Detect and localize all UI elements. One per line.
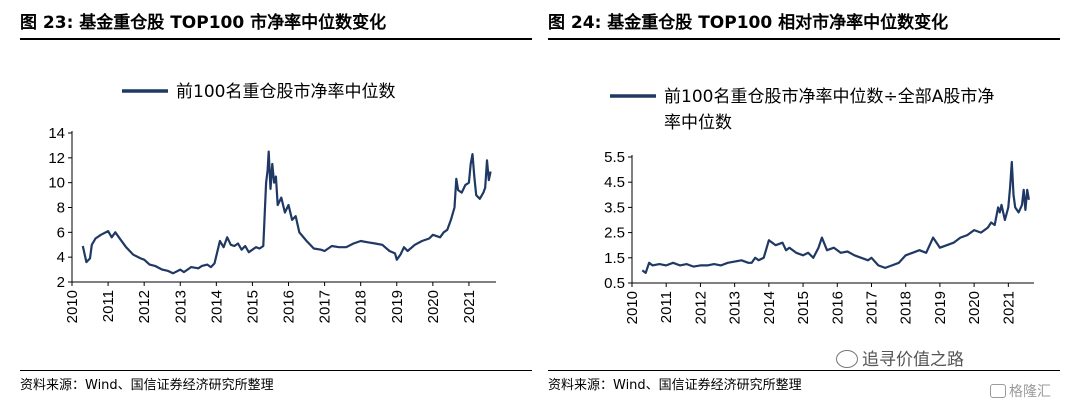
logo-text: 格隆汇: [1009, 384, 1051, 400]
x-tick-label: 2016: [281, 290, 298, 323]
x-tick-label: 2021: [1000, 291, 1017, 324]
legend-label: 前100名重仓股市净率中位数: [176, 82, 395, 102]
x-tick-label: 2017: [317, 290, 334, 323]
y-tick-label: 14: [48, 125, 65, 142]
x-tick-label: 2014: [761, 291, 778, 324]
x-tick-label: 2019: [932, 291, 949, 324]
x-tick-label: 2014: [208, 290, 225, 323]
x-tick-label: 2015: [795, 291, 812, 324]
y-tick-label: 4.5: [604, 174, 625, 191]
x-tick-label: 2018: [898, 291, 915, 324]
x-tick-label: 2013: [727, 291, 744, 324]
legend: 前100名重仓股市净率中位数÷全部A股市净率中位数: [610, 87, 994, 133]
x-tick-label: 2013: [172, 290, 189, 323]
y-tick-label: 2.5: [604, 225, 625, 242]
chart-panel-right: 图 24: 基金重仓股 TOP100 相对市净率中位数变化 前100名重仓股市净…: [548, 0, 1060, 407]
wechat-icon: [836, 350, 858, 368]
line-chart-pb-median: 前100名重仓股市净率中位数 2 4 6 8 10 12 14 2010 2011 2012 2013…: [48, 82, 496, 323]
legend: 前100名重仓股市净率中位数: [122, 82, 395, 102]
x-tick-label: 2020: [966, 291, 983, 324]
x-tick-label: 2012: [692, 291, 709, 324]
x-tick-label: 2010: [624, 291, 641, 324]
series-line: [641, 160, 1030, 274]
y-tick-label: 8: [57, 200, 65, 217]
x-tick-label: 2018: [353, 290, 370, 323]
watermark-text: 追寻价值之路: [862, 350, 964, 370]
y-tick-label: 4: [57, 249, 65, 266]
series-line: [81, 150, 492, 275]
y-tick-label: 3.5: [604, 199, 625, 216]
y-tick-label: 12: [48, 150, 65, 167]
gelonghui-logo: 格隆汇: [990, 381, 1051, 401]
chart-panel-left: 图 23: 基金重仓股 TOP100 市净率中位数变化 前100名重仓股市净率中…: [20, 0, 532, 407]
source-note: 资料来源：Wind、国信证券经济研究所整理: [20, 370, 532, 400]
y-tick-label: 5.5: [604, 149, 625, 166]
y-tick-label: 1.5: [604, 250, 625, 267]
chart-title: 图 24: 基金重仓股 TOP100 相对市净率中位数变化: [548, 6, 1060, 40]
x-tick-label: 2011: [100, 290, 117, 322]
y-tick-label: 0.5: [604, 275, 625, 292]
gelonghui-logo-icon: [990, 384, 1006, 398]
x-tick-label: 2010: [64, 290, 81, 323]
line-chart-relative-pb-median: 前100名重仓股市净率中位数÷全部A股市净率中位数 0.5 1.5 2.5 3.5 4.5…: [604, 87, 1034, 324]
wechat-watermark: 追寻价值之路: [836, 345, 964, 370]
x-tick-label: 2011: [658, 291, 675, 323]
y-tick-label: 6: [57, 224, 65, 241]
x-tick-label: 2017: [863, 291, 880, 324]
x-tick-label: 2016: [829, 291, 846, 324]
x-tick-label: 2012: [136, 290, 153, 323]
source-note: 资料来源：Wind、国信证券经济研究所整理: [548, 370, 1060, 400]
x-tick-label: 2020: [425, 290, 442, 323]
x-tick-label: 2015: [244, 290, 261, 323]
x-tick-label: 2021: [461, 290, 478, 323]
y-tick-label: 10: [48, 175, 65, 192]
x-tick-label: 2019: [389, 290, 406, 323]
chart-title: 图 23: 基金重仓股 TOP100 市净率中位数变化: [20, 6, 532, 40]
y-tick-label: 2: [57, 274, 65, 291]
legend-label: 前100名重仓股市净率中位数÷全部A股市净率中位数: [664, 87, 994, 133]
